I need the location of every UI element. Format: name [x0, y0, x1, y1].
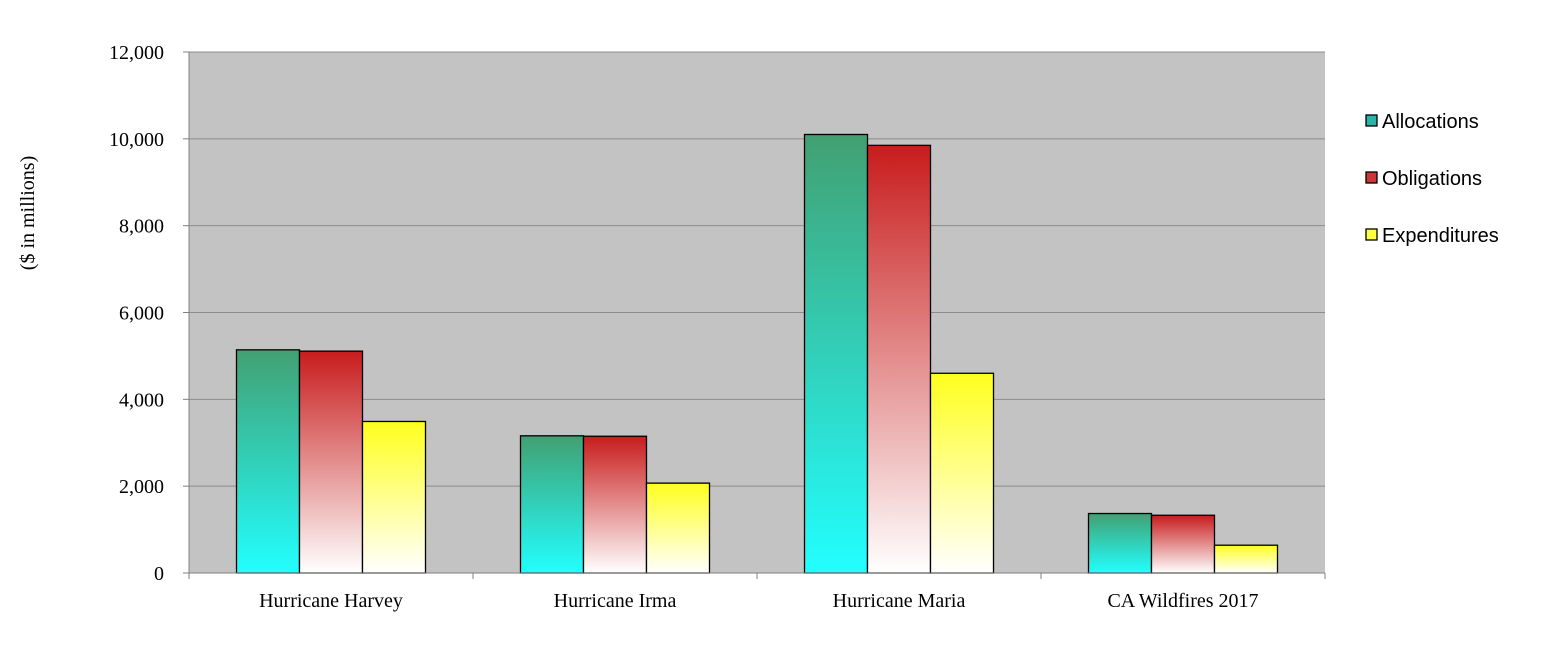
legend-swatch-allocations [1365, 114, 1378, 127]
bar-obligations-3 [1150, 514, 1216, 574]
bar-expenditures-0 [361, 420, 427, 574]
legend-label-allocations: Allocations [1382, 111, 1479, 133]
y-tick-labels: 0 2,000 4,000 6,000 8,000 10,000 12,000 [109, 42, 164, 585]
bar-allocations-3 [1087, 512, 1153, 574]
x-tick-label: Hurricane Harvey [259, 590, 403, 612]
y-axis-label: ($ in millions) [17, 156, 39, 270]
y-tick-label: 12,000 [109, 42, 164, 64]
bar-expenditures-1 [645, 482, 711, 574]
bar-obligations-0 [298, 350, 364, 574]
axes [183, 51, 1326, 579]
legend-label-obligations: Obligations [1382, 168, 1482, 190]
x-tick-label: CA Wildfires 2017 [1107, 590, 1258, 612]
bar-obligations-1 [582, 435, 648, 574]
y-tick-label: 6,000 [119, 303, 164, 325]
y-tick-label: 10,000 [109, 129, 164, 151]
y-tick-label: 8,000 [119, 216, 164, 238]
legend-swatch-expenditures [1365, 228, 1378, 241]
bar-expenditures-2 [929, 372, 995, 574]
legend-label-expenditures: Expenditures [1382, 225, 1499, 247]
legend: Allocations Obligations Expenditures [1365, 111, 1499, 247]
x-tick-label: Hurricane Irma [554, 590, 677, 612]
legend-swatch-obligations [1365, 171, 1378, 184]
bars [235, 133, 1279, 574]
x-tick-label: Hurricane Maria [833, 590, 966, 612]
bar-obligations-2 [866, 144, 932, 574]
bar-allocations-2 [803, 133, 869, 574]
y-tick-label: 4,000 [119, 389, 164, 411]
y-tick-label: 2,000 [119, 476, 164, 498]
x-tick-labels: Hurricane Harvey Hurricane Irma Hurricane … [259, 590, 1258, 612]
y-tick-label: 0 [154, 563, 164, 585]
bar-expenditures-3 [1213, 544, 1279, 574]
bar-allocations-1 [519, 435, 585, 574]
bar-allocations-0 [235, 349, 301, 574]
